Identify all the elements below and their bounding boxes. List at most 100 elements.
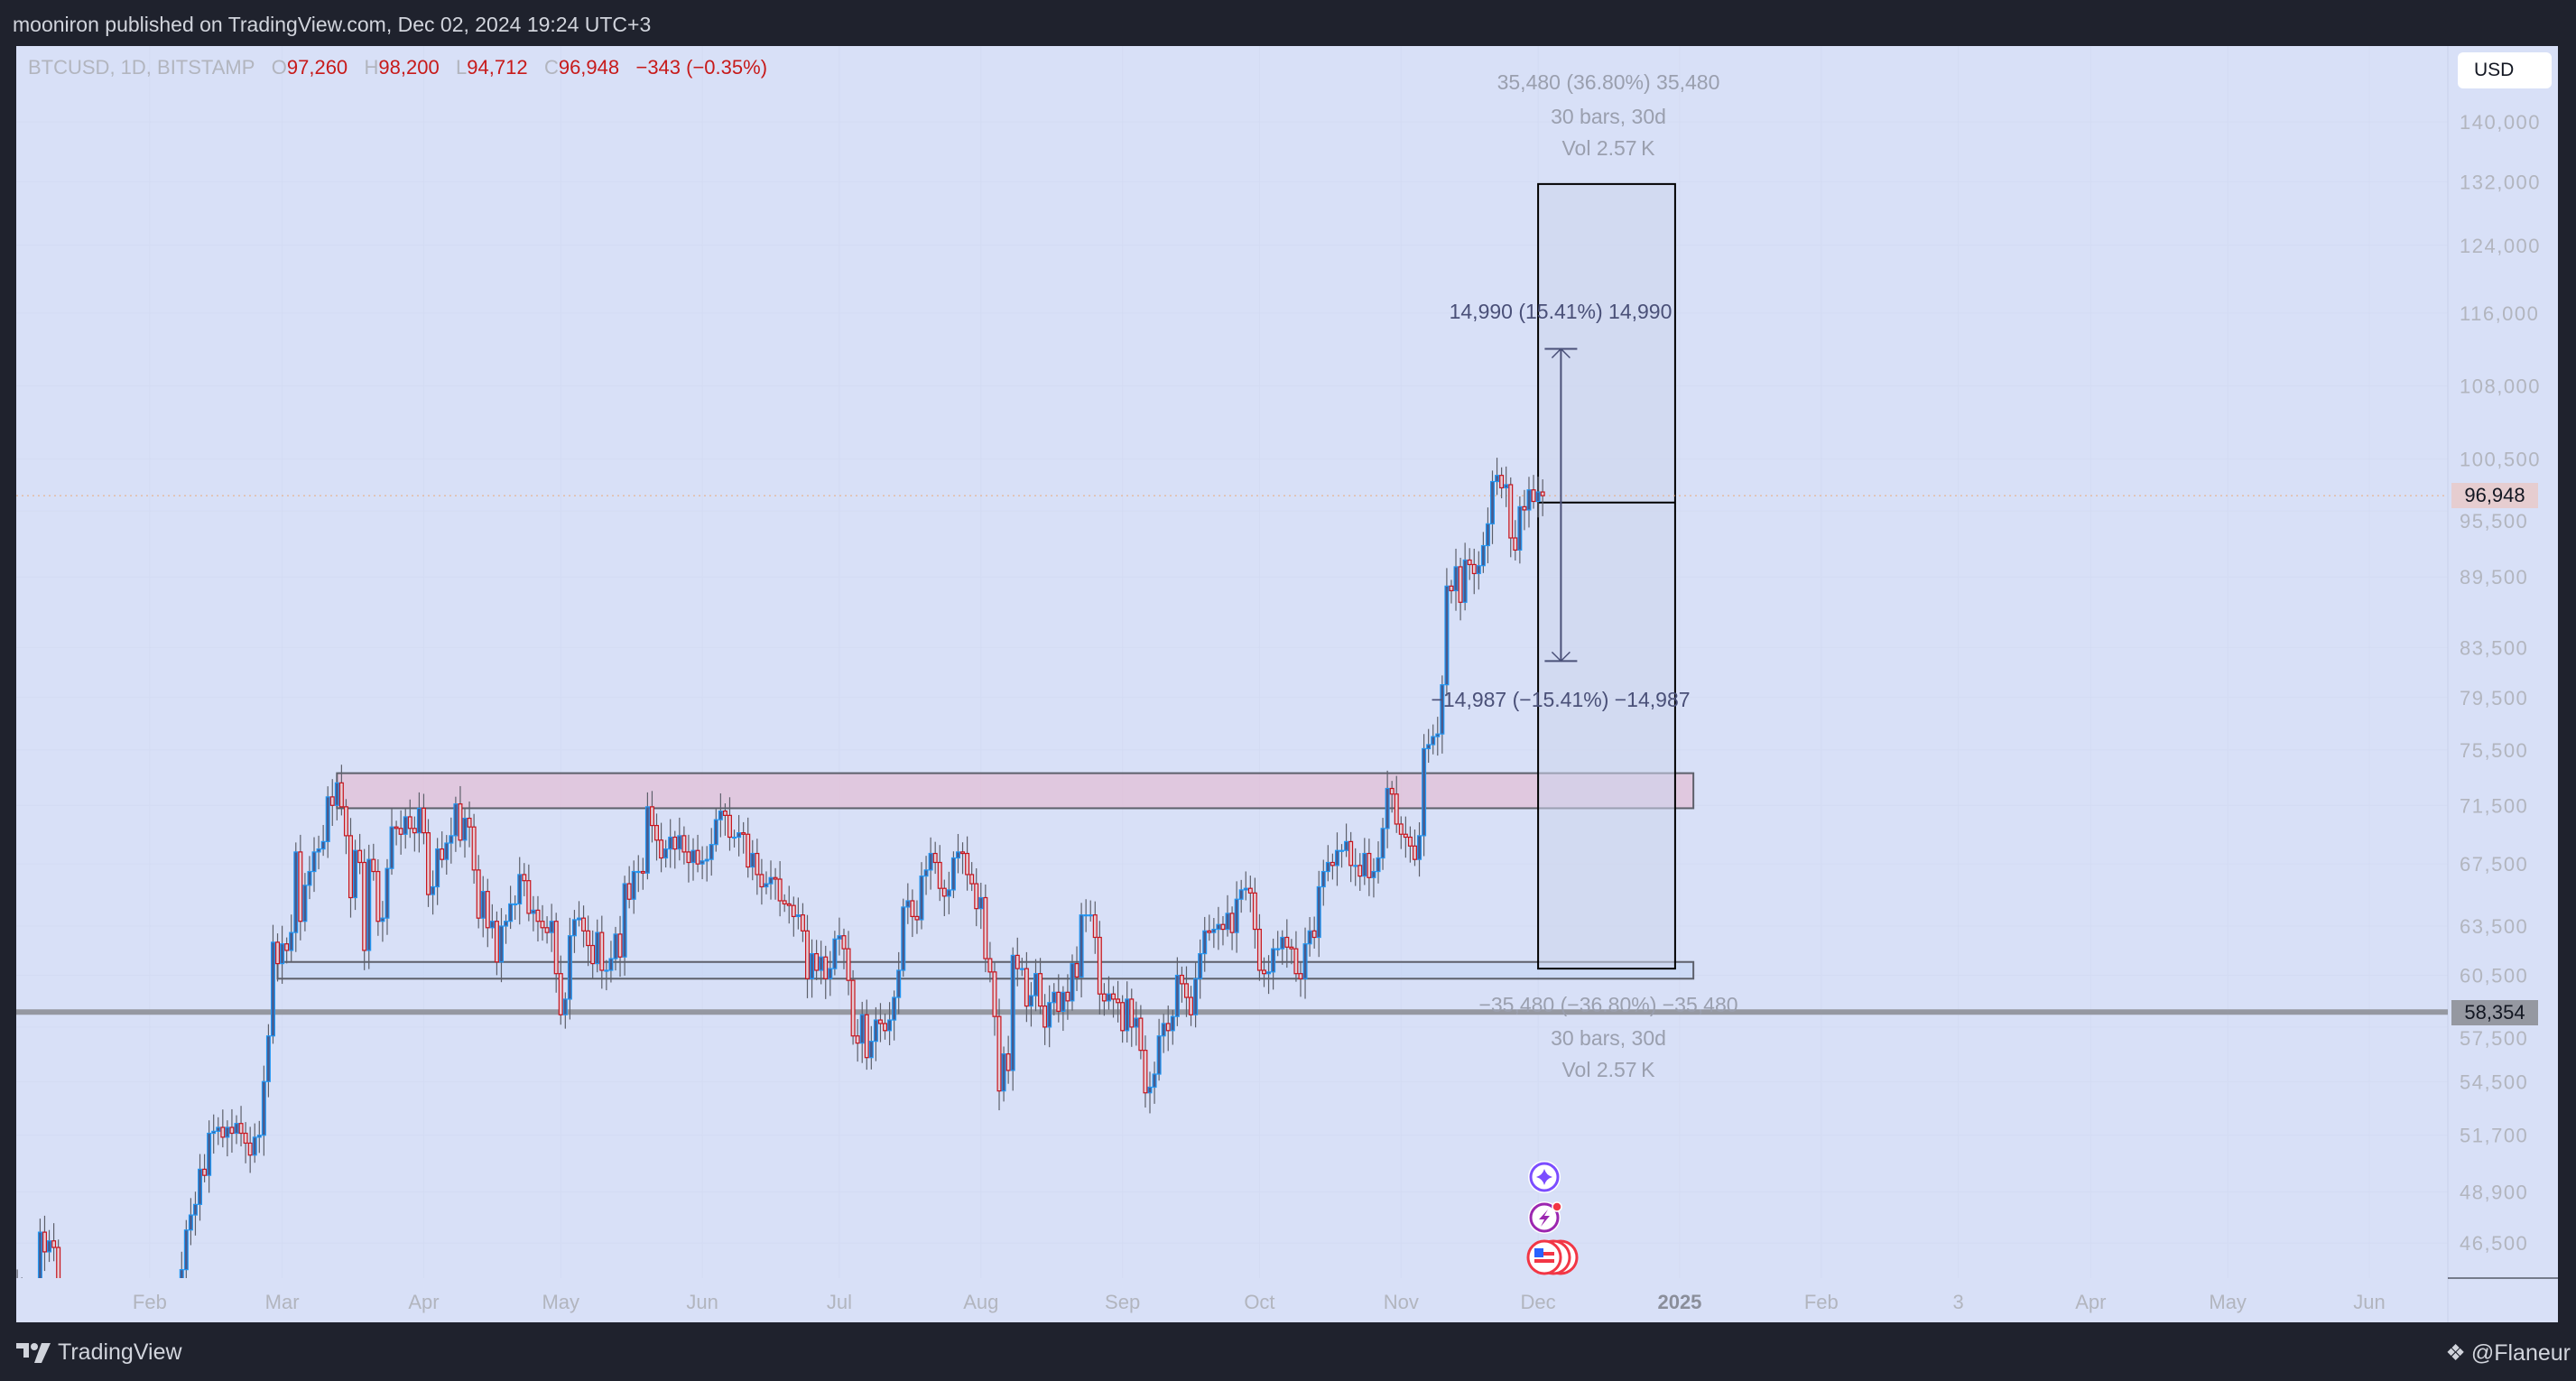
candle: [910, 889, 915, 938]
candle-body: [795, 914, 801, 918]
ai-sparkle-icon[interactable]: [1528, 1161, 1561, 1193]
time-axis-label: 3: [1952, 1291, 1963, 1313]
candle-body: [1198, 952, 1203, 979]
candle: [700, 846, 705, 880]
candle-body: [1476, 565, 1481, 575]
candle-body: [33, 1299, 37, 1302]
candle: [1238, 879, 1244, 913]
candle-body: [426, 832, 431, 895]
candle-body: [1339, 849, 1345, 852]
candle: [179, 1251, 184, 1278]
candle-body: [901, 906, 906, 971]
candle-body: [1225, 913, 1230, 931]
candle: [640, 857, 645, 890]
price-axis[interactable]: 140,000 132,000 124,000 116,000 108,000 100,5…: [2460, 111, 2541, 1255]
candle: [462, 808, 468, 858]
candle-body: [1220, 923, 1226, 931]
candle: [896, 951, 902, 1015]
candle-body: [1499, 475, 1505, 489]
candle: [1165, 1006, 1171, 1052]
candle: [1462, 542, 1468, 611]
candle-body: [1024, 968, 1029, 1007]
currency-button[interactable]: USD: [2458, 52, 2552, 88]
candle-body: [1307, 930, 1312, 945]
candle: [914, 900, 920, 934]
us-economic-event-icon[interactable]: [1526, 1239, 1579, 1275]
candle-body: [220, 1126, 226, 1138]
author-link[interactable]: ❖ @Flaneur: [2445, 1339, 2571, 1367]
candle: [1535, 477, 1541, 518]
candle-body: [773, 876, 778, 880]
candle: [403, 807, 408, 849]
event-icons[interactable]: [1526, 1161, 1579, 1275]
candle: [1202, 916, 1208, 972]
candle-body: [1202, 930, 1208, 955]
candle: [33, 1284, 37, 1312]
candle-body: [1280, 936, 1285, 950]
candle: [1256, 913, 1262, 981]
symbol-name[interactable]: BTCUSD, 1D, BITSTAMP: [28, 56, 255, 79]
candle-body: [338, 782, 344, 808]
candle-body: [544, 927, 550, 933]
candle-body: [668, 836, 673, 850]
price-range-arrow[interactable]: [1544, 348, 1578, 663]
candle: [329, 779, 335, 827]
candle-body: [1357, 865, 1363, 877]
candle-body: [626, 883, 632, 900]
tradingview-logo[interactable]: TradingView: [16, 1339, 182, 1366]
candle-body: [576, 917, 581, 921]
candle: [517, 857, 523, 925]
candle-body: [1504, 484, 1509, 489]
chart-panel[interactable]: [16, 46, 2558, 1322]
candle-body: [343, 806, 348, 837]
candle: [567, 917, 572, 1020]
candle-body: [1540, 491, 1545, 496]
candle: [1289, 939, 1294, 965]
candle-body: [955, 851, 960, 859]
lightning-news-icon[interactable]: [1528, 1201, 1562, 1234]
symbol-legend: BTCUSD, 1D, BITSTAMP O97,260 H98,200 L94…: [28, 56, 767, 79]
candle: [307, 856, 312, 900]
candle-body: [148, 1321, 152, 1332]
candle-body: [1398, 823, 1404, 835]
candle: [663, 839, 669, 868]
time-axis-label: May: [2209, 1291, 2247, 1313]
candle-body: [1362, 852, 1367, 877]
resistance-zone[interactable]: [336, 772, 1695, 810]
candle-body: [380, 917, 385, 922]
candle: [21, 1277, 23, 1278]
candle: [1116, 980, 1121, 1023]
candle: [695, 834, 700, 873]
candle-body: [819, 956, 824, 971]
candle: [1513, 520, 1518, 561]
candle-body: [449, 835, 454, 844]
candle: [540, 904, 545, 941]
candle-body: [183, 1229, 189, 1271]
candle-body: [198, 1168, 203, 1205]
candle: [987, 941, 993, 983]
candle-body: [325, 796, 330, 842]
time-axis[interactable]: Feb Mar Apr May Jun Jul Aug Sep Oct Nov Dec 2025 Feb…: [133, 1291, 2386, 1313]
candle: [375, 859, 381, 936]
price-axis-label: 46,500: [2460, 1232, 2528, 1255]
candle: [791, 896, 796, 937]
candle-body: [1229, 913, 1235, 933]
arrow-up-label: 14,990 (15.41%) 14,990: [1450, 300, 1673, 323]
candle: [892, 990, 897, 1041]
candle-body: [892, 996, 897, 1021]
time-axis-label: 2025: [1657, 1291, 1701, 1313]
candle: [649, 791, 654, 843]
candle-body: [1216, 923, 1221, 931]
candle-body: [256, 1135, 262, 1138]
candle-body: [398, 828, 403, 835]
candle-body: [823, 956, 829, 979]
candle-body: [590, 944, 596, 965]
candle-body: [764, 883, 769, 888]
candle-body: [983, 896, 988, 959]
candle: [608, 941, 614, 983]
candle-body: [1120, 1002, 1126, 1032]
candle-body: [1033, 973, 1038, 996]
candle: [1458, 557, 1463, 621]
price-axis-label: 67,500: [2460, 853, 2528, 876]
